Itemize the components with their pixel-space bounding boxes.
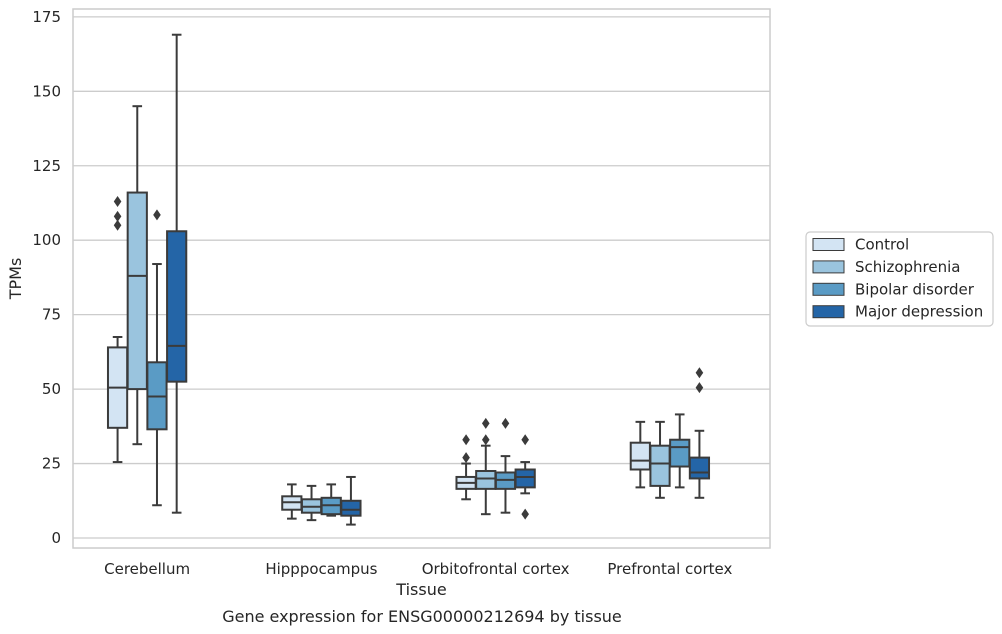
x-axis-title: Tissue — [395, 580, 446, 599]
box-bipolar-disorder — [494, 417, 517, 514]
outlier-point — [462, 452, 470, 464]
outlier-point — [501, 417, 510, 429]
box-control — [455, 434, 477, 501]
y-tick-label: 125 — [32, 157, 61, 175]
box-body — [126, 191, 148, 391]
legend-swatch — [812, 282, 845, 296]
plot-frame — [72, 8, 771, 549]
outlier-point — [481, 434, 490, 446]
box-schizophrenia — [475, 417, 497, 516]
legend-label: Major depression — [855, 303, 983, 321]
y-tick-label: 50 — [42, 380, 61, 398]
box-body — [514, 468, 536, 489]
outlier-point — [113, 210, 122, 222]
box-major-depression — [340, 475, 362, 526]
grid-lines — [73, 16, 770, 539]
outlier-point — [113, 219, 122, 231]
legend-frame — [805, 231, 994, 327]
outlier-point — [481, 417, 490, 429]
x-tick-label: Hipppocampus — [265, 560, 377, 578]
outlier-point — [113, 195, 122, 207]
box-body — [669, 438, 691, 468]
outlier-point — [695, 382, 704, 394]
y-tick-label: 0 — [51, 529, 61, 547]
box-bipolar-disorder — [669, 413, 691, 489]
x-tick-label: Orbitofrontal cortex — [422, 560, 570, 578]
y-tick-label: 150 — [32, 82, 61, 100]
box-bipolar-disorder — [146, 209, 168, 507]
box-body — [649, 444, 671, 487]
legend: Control Schizophrenia Bipolar disorder Majo… — [805, 231, 994, 327]
box-major-depression — [166, 33, 188, 514]
box-schizophrenia — [300, 484, 323, 522]
box-control — [281, 483, 303, 520]
box-major-depression — [688, 367, 711, 499]
legend-label: Schizophrenia — [855, 258, 960, 276]
legend-label: Control — [855, 236, 909, 254]
outlier-point — [695, 367, 704, 379]
x-tick-label: Cerebellum — [104, 560, 190, 578]
box-control — [629, 420, 651, 489]
figure-caption: Gene expression for ENSG00000212694 by t… — [222, 607, 622, 626]
x-tick-label: Prefrontal cortex — [607, 560, 732, 578]
legend-label: Bipolar disorder — [855, 280, 975, 298]
box-body — [166, 230, 188, 383]
y-tick-label: 175 — [32, 8, 61, 26]
y-tick-label: 25 — [42, 455, 61, 473]
legend-swatch — [812, 238, 845, 251]
y-tick-label: 100 — [32, 231, 61, 249]
box-body — [629, 441, 651, 471]
box-major-depression — [514, 434, 536, 520]
y-axis-title: TPMs — [6, 258, 25, 301]
box-schizophrenia — [649, 420, 671, 499]
outlier-point — [521, 508, 529, 520]
outlier-point — [462, 434, 470, 446]
box-plot-boxes — [106, 33, 711, 526]
box-schizophrenia — [126, 105, 148, 446]
outlier-point — [521, 434, 529, 446]
legend-swatch — [812, 305, 845, 319]
y-tick-labels: 0 25 50 75 100 125 150 175 — [32, 8, 61, 547]
y-tick-label: 75 — [42, 306, 61, 324]
x-tick-labels: Cerebellum Hipppocampus Orbitofrontal cort… — [104, 560, 732, 578]
box-bipolar-disorder — [320, 483, 342, 517]
box-body — [688, 456, 711, 480]
box-body — [475, 469, 497, 490]
legend-swatch — [812, 260, 845, 274]
outlier-point — [153, 209, 161, 221]
box-body — [340, 499, 362, 517]
box-control — [106, 195, 129, 464]
